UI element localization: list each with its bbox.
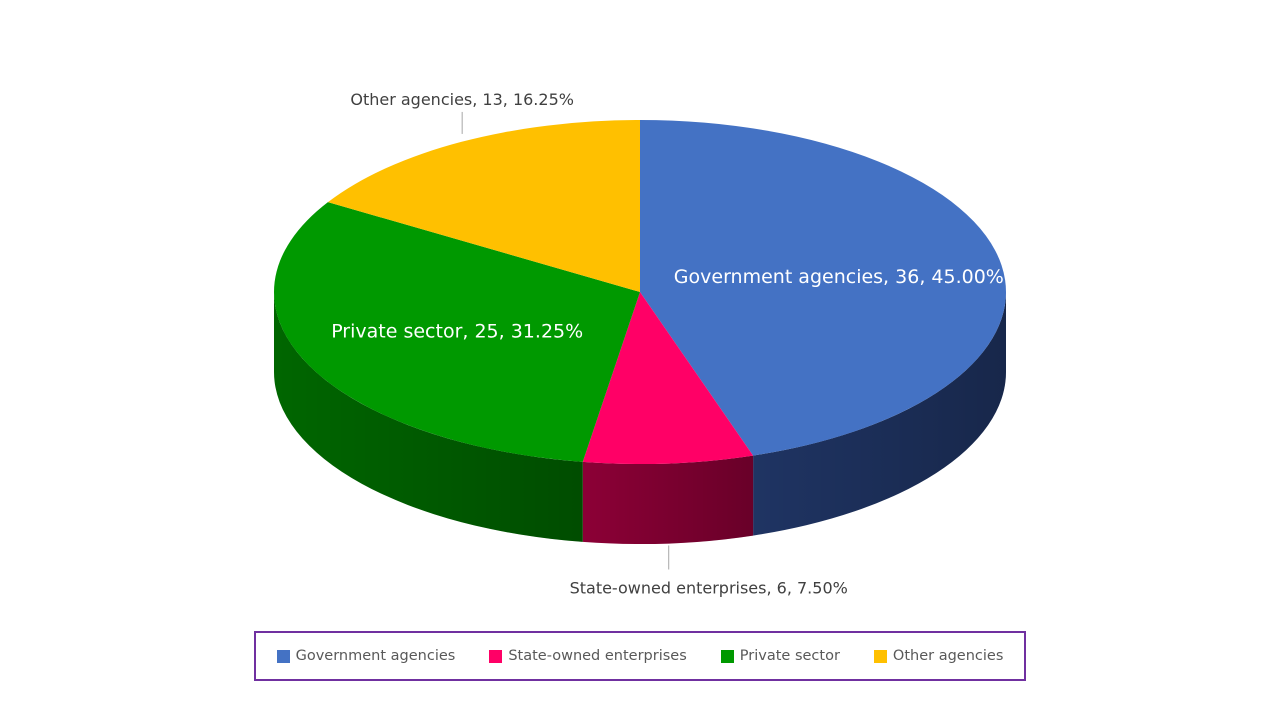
data-label-private-sector: Private sector, 25, 31.25% bbox=[331, 321, 583, 343]
legend-label: Private sector bbox=[739, 648, 840, 664]
legend-swatch-government-agencies bbox=[276, 649, 290, 663]
leader-lines bbox=[461, 111, 670, 570]
pie-top bbox=[273, 120, 1007, 464]
legend-label: Other agencies bbox=[892, 648, 1004, 664]
legend-item-government-agencies: Government agencies bbox=[276, 648, 456, 664]
data-labels: Government agencies, 36, 45.00% State-own… bbox=[331, 90, 1004, 598]
data-label-state-owned-enterprises: State-owned enterprises, 6, 7.50% bbox=[570, 578, 848, 597]
pie-side-shade-state-owned-enterprises bbox=[582, 455, 754, 544]
legend-swatch-private-sector bbox=[720, 649, 734, 663]
legend-swatch-other-agencies bbox=[873, 649, 887, 663]
pie-side-shade-private-sector bbox=[274, 292, 583, 542]
pie-side-shade-government-agencies bbox=[753, 292, 1006, 536]
data-label-other-agencies: Other agencies, 13, 16.25% bbox=[350, 90, 574, 109]
pie-sides bbox=[274, 292, 1006, 544]
legend-swatch-state-owned-enterprises bbox=[489, 649, 503, 663]
pie-slice-private-sector bbox=[273, 202, 640, 462]
legend-label: Government agencies bbox=[295, 648, 456, 664]
legend-item-state-owned-enterprises: State-owned enterprises bbox=[489, 648, 687, 664]
legend: Government agencies State-owned enterpri… bbox=[254, 631, 1026, 681]
pie-slice-other-agencies bbox=[327, 120, 640, 292]
legend-item-private-sector: Private sector bbox=[720, 648, 840, 664]
legend-item-other-agencies: Other agencies bbox=[873, 648, 1004, 664]
data-label-government-agencies: Government agencies, 36, 45.00% bbox=[674, 266, 1004, 288]
pie-slice-state-owned-enterprises bbox=[582, 292, 754, 464]
pie-slice-government-agencies bbox=[640, 120, 1007, 456]
legend-label: State-owned enterprises bbox=[508, 648, 687, 664]
